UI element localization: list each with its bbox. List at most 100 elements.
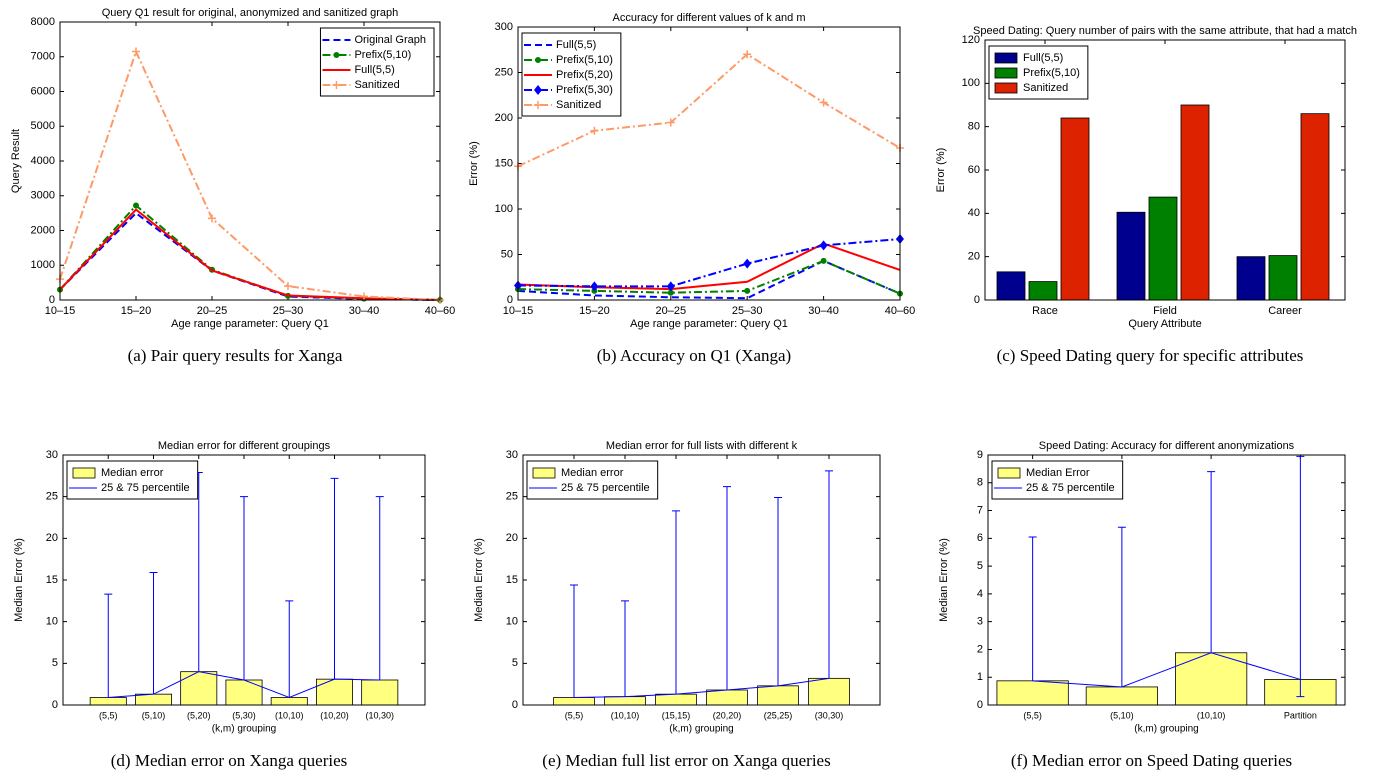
legend-label: Prefix(5,30) xyxy=(556,84,613,96)
x-tick-label: 30–40 xyxy=(349,305,380,317)
x-tick-label: (10,10) xyxy=(275,710,304,720)
y-tick-label: 20 xyxy=(506,532,518,544)
error-bar xyxy=(621,600,629,697)
y-axis-label: Error (%) xyxy=(468,141,480,186)
legend-entry: Median error xyxy=(72,467,164,479)
caption: (b) Accuracy on Q1 (Xanga) xyxy=(597,346,791,365)
legend-entry: 25 & 75 percentile xyxy=(994,482,1115,494)
bar xyxy=(225,679,263,706)
y-tick-label: 30 xyxy=(46,449,58,461)
legend-label: Prefix(5,10) xyxy=(556,54,613,66)
caption: (e) Median full list error on Xanga quer… xyxy=(542,751,830,770)
y-tick-label: 20 xyxy=(968,251,980,263)
y-tick-label: 4 xyxy=(977,588,983,600)
y-tick-label: 10 xyxy=(506,616,518,628)
legend-entry: Prefix(5,10) xyxy=(524,54,613,66)
marker xyxy=(535,57,541,63)
marker xyxy=(534,85,542,95)
y-tick-label: 15 xyxy=(506,574,518,586)
error-bar xyxy=(1117,526,1126,687)
x-tick-label: 10–15 xyxy=(45,305,76,317)
series-line xyxy=(517,259,901,300)
legend-entry: Prefix(5,10) xyxy=(322,49,411,61)
legend-label: Median Error xyxy=(1026,467,1090,479)
y-tick-label: 5000 xyxy=(31,120,55,132)
x-tick-label: 30–40 xyxy=(808,305,839,317)
legend-label: Prefix(5,20) xyxy=(556,69,613,81)
series-line xyxy=(517,238,901,288)
legend-entry: Sanitized xyxy=(322,79,400,91)
legend-swatch xyxy=(994,82,1018,94)
bar xyxy=(315,678,353,706)
legend-entry: Prefix(5,10) xyxy=(994,67,1080,79)
x-axis-label: Age range parameter: Query Q1 xyxy=(630,318,788,330)
error-bar xyxy=(570,584,578,698)
error-bar xyxy=(240,496,248,680)
y-tick-label: 8000 xyxy=(31,16,55,28)
legend-label: Median error xyxy=(101,467,164,479)
bar xyxy=(89,697,127,706)
y-tick-label: 5 xyxy=(512,657,518,669)
error-bar xyxy=(672,510,680,695)
legend-entry: Full(5,5) xyxy=(322,64,395,76)
x-tick-label: (10,10) xyxy=(1197,710,1226,720)
legend-label: Prefix(5,10) xyxy=(1023,67,1080,79)
legend-label: Full(5,5) xyxy=(1023,52,1063,64)
y-tick-label: 40 xyxy=(968,207,980,219)
legend: Median Error 25 & 75 percentile xyxy=(991,460,1124,500)
y-tick-label: 2000 xyxy=(31,224,55,236)
y-tick-label: 20 xyxy=(46,532,58,544)
x-tick-label: 25–30 xyxy=(273,305,304,317)
x-tick-label: 20–25 xyxy=(656,305,687,317)
legend-swatch xyxy=(72,467,96,479)
y-tick-label: 100 xyxy=(495,203,513,215)
marker xyxy=(360,292,368,301)
x-tick-label: 25–30 xyxy=(732,305,763,317)
x-tick-label: 10–15 xyxy=(503,305,534,317)
axes-frame xyxy=(59,21,441,301)
y-tick-label: 9 xyxy=(977,449,983,461)
axes-frame xyxy=(987,454,1346,706)
caption: (a) Pair query results for Xanga xyxy=(128,346,343,365)
y-tick-label: 5 xyxy=(52,657,58,669)
y-tick-label: 3000 xyxy=(31,190,55,202)
y-tick-label: 1000 xyxy=(31,259,55,271)
y-tick-label: 3 xyxy=(977,616,983,628)
y-axis-label: Median Error (%) xyxy=(473,538,485,622)
caption: (f) Median error on Speed Dating queries xyxy=(1011,751,1292,770)
legend-box xyxy=(66,460,199,500)
bar xyxy=(553,697,595,706)
legend-entry: Full(5,5) xyxy=(524,39,596,51)
y-tick-label: 60 xyxy=(968,164,980,176)
bar xyxy=(361,679,399,706)
y-tick-label: 300 xyxy=(495,21,513,33)
bar xyxy=(1180,104,1210,301)
y-tick-label: 0 xyxy=(974,294,980,306)
y-axis-label: Median Error (%) xyxy=(938,538,950,622)
marker xyxy=(820,257,827,264)
marker xyxy=(332,81,341,89)
series-line xyxy=(517,53,901,168)
x-tick-label: (5,5) xyxy=(565,710,584,720)
marker xyxy=(534,101,542,109)
chart-title: Speed Dating: Accuracy for different ano… xyxy=(1039,440,1295,452)
legend-entry: Median Error xyxy=(997,467,1090,479)
y-tick-label: 15 xyxy=(46,574,58,586)
series-line xyxy=(517,259,901,295)
legend-entry: Median error xyxy=(532,467,624,479)
y-tick-label: 250 xyxy=(495,66,513,78)
bar xyxy=(1085,686,1158,706)
marker xyxy=(333,52,340,58)
y-tick-label: 0 xyxy=(49,294,55,306)
chart-title: Query Q1 result for original, anonymized… xyxy=(102,7,399,19)
x-axis-label: Age range parameter: Query Q1 xyxy=(171,318,329,330)
y-tick-label: 6 xyxy=(977,532,983,544)
median-line xyxy=(1032,652,1301,688)
marker xyxy=(133,202,139,209)
y-axis-label: Query Result xyxy=(10,129,22,193)
legend-label: 25 & 75 percentile xyxy=(1026,482,1115,494)
y-tick-label: 50 xyxy=(501,248,513,260)
bar xyxy=(134,693,172,706)
median-line xyxy=(108,671,380,699)
